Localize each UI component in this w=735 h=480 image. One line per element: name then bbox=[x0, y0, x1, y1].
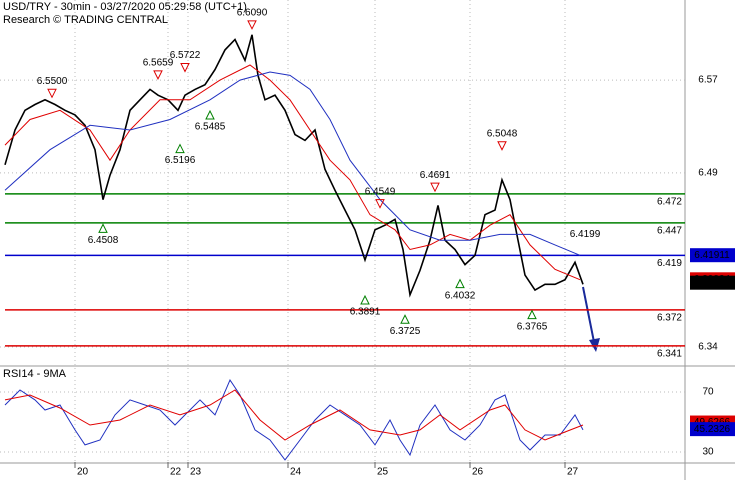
x-tick-label: 25 bbox=[377, 467, 389, 478]
trough-label: 6.5196 bbox=[165, 155, 196, 166]
series-line bbox=[4, 34, 584, 298]
price-tag bbox=[690, 422, 735, 437]
level-label: 6.419 bbox=[657, 258, 682, 269]
y-tick-label: 6.34 bbox=[698, 342, 718, 353]
x-tick-label: 27 bbox=[567, 467, 579, 478]
level-label: 6.341 bbox=[657, 348, 682, 359]
y-tick-label: 6.57 bbox=[698, 75, 718, 86]
peak-marker bbox=[497, 141, 507, 151]
trough-marker bbox=[205, 109, 215, 120]
forecast-arrow bbox=[582, 286, 600, 352]
peak-marker bbox=[430, 182, 440, 193]
level-label: 6.472 bbox=[657, 196, 682, 207]
price-tag-label: 6.39542 bbox=[694, 277, 731, 288]
x-tick-label: 20 bbox=[77, 467, 89, 478]
trough-label: 6.3765 bbox=[517, 321, 548, 332]
x-tick-label: 23 bbox=[190, 467, 202, 478]
chart-subtitle: Research © TRADING CENTRAL bbox=[3, 14, 168, 26]
peak-marker bbox=[153, 70, 163, 80]
trough-label: 6.3891 bbox=[350, 307, 381, 318]
y-tick-label: 6.49 bbox=[698, 168, 718, 179]
peak-label: 6.4549 bbox=[365, 186, 396, 197]
series-line bbox=[4, 71, 581, 256]
peak-marker bbox=[375, 199, 385, 209]
price-tag-label: 6.41911 bbox=[694, 250, 730, 261]
peak-label: 6.6090 bbox=[237, 7, 268, 18]
price-tag bbox=[690, 275, 735, 290]
trough-marker bbox=[400, 314, 410, 324]
note-label: 6.4199 bbox=[570, 229, 601, 240]
trough-label: 6.5485 bbox=[195, 122, 226, 133]
trough-label: 6.4508 bbox=[88, 235, 119, 246]
x-tick-label: 22 bbox=[170, 467, 182, 478]
x-tick-label: 24 bbox=[290, 467, 302, 478]
trough-marker bbox=[455, 278, 465, 289]
x-tick-label: 26 bbox=[472, 467, 484, 478]
peak-marker bbox=[180, 63, 190, 73]
y-tick-label: 70 bbox=[702, 387, 714, 398]
peak-marker bbox=[47, 88, 57, 99]
price-tag-label: 45.2326 bbox=[694, 424, 731, 435]
level-label: 6.372 bbox=[657, 313, 682, 324]
trough-label: 6.4032 bbox=[445, 290, 476, 301]
trough-marker bbox=[527, 309, 537, 320]
peak-label: 6.5659 bbox=[143, 57, 174, 68]
series-line bbox=[4, 378, 584, 461]
panel-title: RSI14 - 9MA bbox=[3, 368, 67, 380]
peak-label: 6.5048 bbox=[487, 128, 518, 139]
trough-marker bbox=[360, 294, 370, 305]
series-line bbox=[4, 64, 581, 281]
peak-marker bbox=[247, 20, 257, 30]
price-tag bbox=[690, 248, 735, 263]
level-label: 6.447 bbox=[657, 225, 682, 236]
chart-title: USD/TRY - 30min - 03/27/2020 05:29:58 (U… bbox=[3, 1, 247, 13]
trough-marker bbox=[175, 143, 185, 154]
trough-label: 6.3725 bbox=[390, 326, 421, 337]
series-line bbox=[4, 389, 584, 441]
peak-label: 6.5500 bbox=[37, 76, 68, 87]
y-tick-label: 30 bbox=[702, 447, 714, 458]
peak-label: 6.5722 bbox=[170, 50, 201, 61]
peak-label: 6.4691 bbox=[420, 170, 451, 181]
trough-marker bbox=[98, 223, 108, 233]
